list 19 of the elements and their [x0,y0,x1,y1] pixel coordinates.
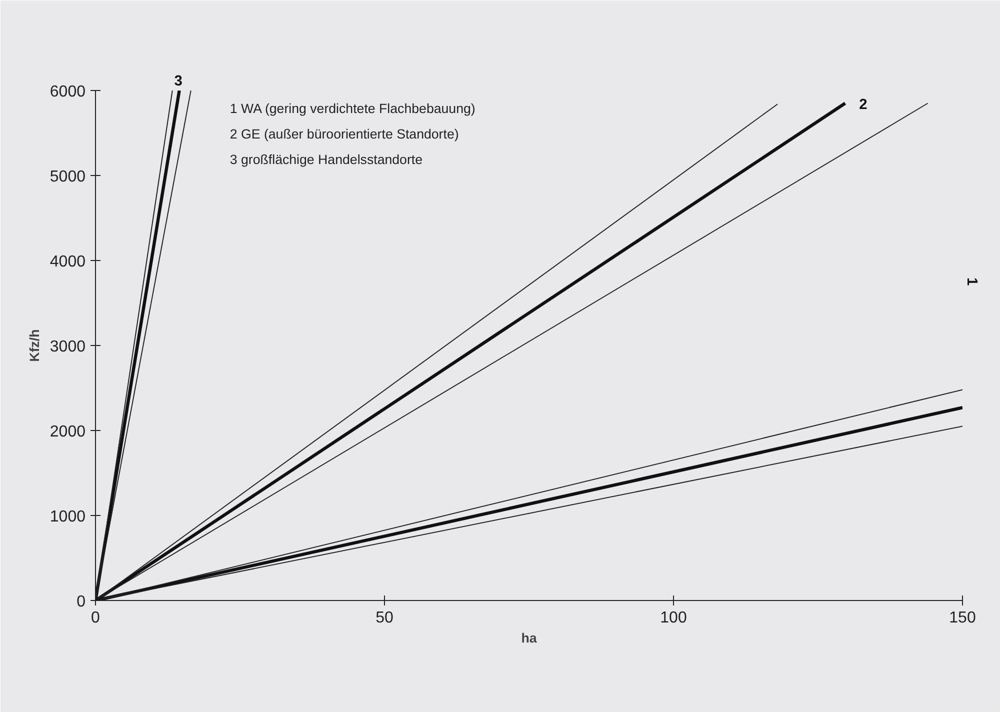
annotation: 3 großflächige Handelsstandorte [230,152,423,167]
text: 1 [964,277,980,286]
y-axis-title: Kfz/h [26,329,42,362]
y-tick-label: 1000 [50,508,86,526]
y-tick-label: 6000 [50,84,86,100]
y-tick-label: 3000 [50,338,86,356]
y-tick-label: 4000 [50,254,86,270]
x-tick-label: 150 [949,610,976,626]
series-label: 2 [859,96,868,113]
annotation: 1 WA (gering verdichtete Flachbebauung) [230,100,476,116]
x-axis-title: ha [521,630,538,646]
x-tick-label: 0 [91,610,100,626]
x-tick-label: 50 [376,610,394,626]
x-tick-label: 100 [660,610,687,626]
y-tick-label: 5000 [50,168,86,186]
y-tick-label: 2000 [50,424,86,440]
y-tick-label: 0 [76,594,86,610]
annotation: 2 GE (außer büroorientierte Standorte) [230,126,459,142]
series-label: 3 [174,74,182,90]
